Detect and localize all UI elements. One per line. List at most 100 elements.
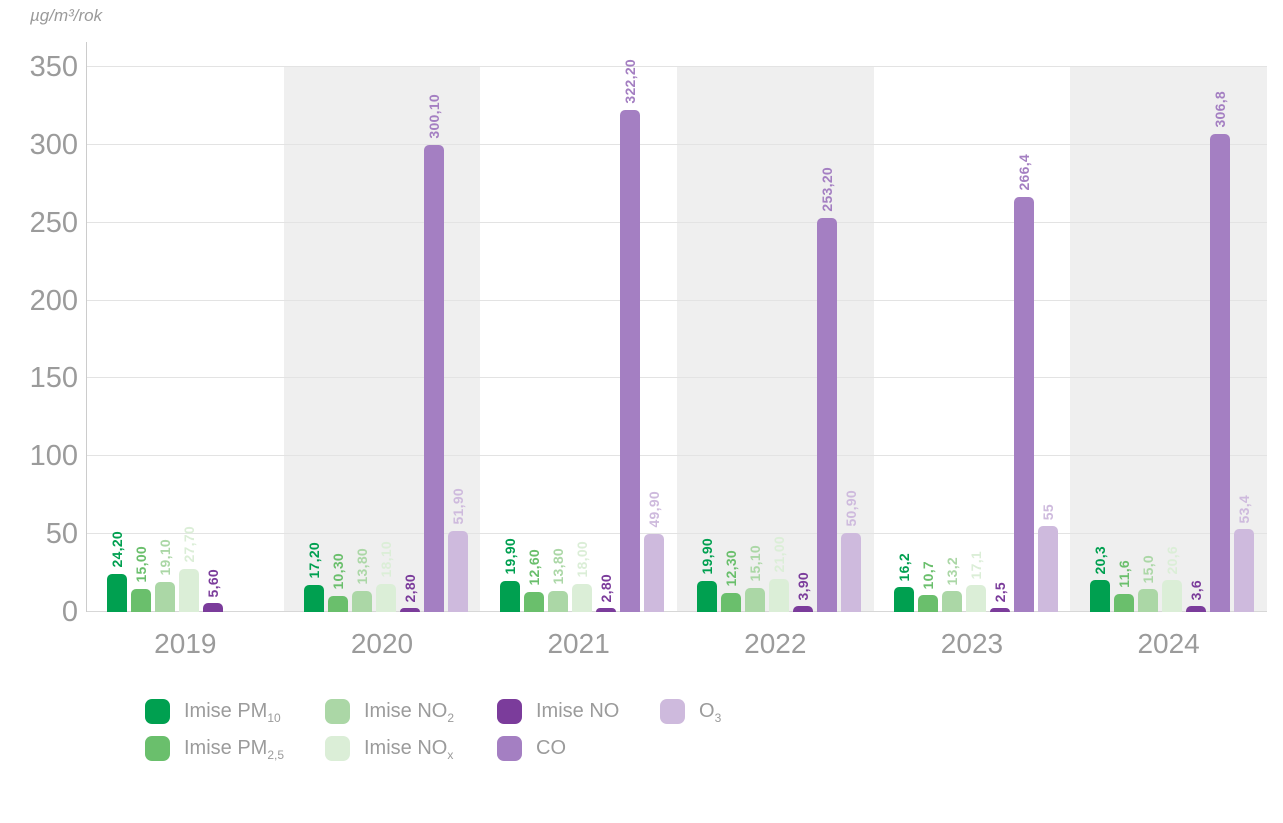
bar-Imise-NO2-2019[interactable] bbox=[155, 582, 175, 612]
legend-item-Imise-PM10[interactable]: Imise PM10 bbox=[145, 696, 325, 726]
bar-Imise-NO2-2020[interactable] bbox=[351, 591, 372, 612]
bar-group-2019: 24,20 15,00 19,10 27,70 5,60 bbox=[87, 67, 284, 612]
bar-slot: 55 bbox=[1037, 503, 1058, 612]
gridline-200 bbox=[87, 299, 1267, 301]
bar-Imise-PM10-2024[interactable] bbox=[1090, 580, 1111, 612]
legend-column: Imise NO CO bbox=[497, 696, 660, 763]
bar-Imise-NO2-2022[interactable] bbox=[744, 588, 765, 612]
background-band-2022 bbox=[677, 67, 874, 612]
x-label-2024: 2024 bbox=[1137, 628, 1200, 659]
bar-CO-2021[interactable] bbox=[620, 110, 641, 612]
bar-O3-2024[interactable] bbox=[1234, 529, 1255, 612]
bar-Imise-PM10-2019[interactable] bbox=[107, 574, 127, 612]
bar-value-label: 306,8 bbox=[1212, 91, 1229, 128]
bar-value-label: 20,6 bbox=[1164, 545, 1181, 574]
bar-value-label: 55 bbox=[1039, 503, 1056, 520]
bar-Imise-NO-2023[interactable] bbox=[989, 608, 1010, 612]
bar-slot: 49,90 bbox=[644, 491, 665, 612]
bar-slot: 19,10 bbox=[155, 539, 175, 612]
bar-Imise-PM2-5-2021[interactable] bbox=[524, 592, 545, 612]
bar-CO-2024[interactable] bbox=[1210, 134, 1231, 612]
bar-value-label: 253,20 bbox=[818, 167, 835, 212]
bar-Imise-PM10-2022[interactable] bbox=[696, 581, 717, 612]
bar-O3-2020[interactable] bbox=[447, 531, 468, 612]
legend-swatch bbox=[497, 698, 522, 724]
bar-Imise-NO-2022[interactable] bbox=[792, 606, 813, 612]
bar-slot: 51,90 bbox=[447, 488, 468, 612]
bar-value-label: 49,90 bbox=[646, 491, 663, 528]
gridline-350 bbox=[87, 66, 1267, 67]
x-axis-category-labels: 2019 2020 2021 2022 2023 2024 bbox=[87, 628, 1267, 660]
gridline-300 bbox=[87, 143, 1267, 145]
bar-CO-2020[interactable] bbox=[423, 145, 444, 612]
bar-value-label: 13,80 bbox=[550, 548, 567, 585]
bar-slot: 20,3 bbox=[1090, 545, 1111, 612]
bar-slot: 3,6 bbox=[1186, 580, 1207, 612]
bar-Imise-PM2-5-2022[interactable] bbox=[720, 593, 741, 612]
bar-Imise-PM2-5-2020[interactable] bbox=[327, 596, 348, 612]
y-tick-50: 50 bbox=[45, 518, 78, 551]
bar-value-label: 17,20 bbox=[305, 542, 322, 579]
bar-slot: 18,00 bbox=[572, 541, 593, 612]
bar-Imise-PM10-2023[interactable] bbox=[893, 587, 914, 612]
bar-value-label: 10,7 bbox=[919, 560, 936, 589]
background-band-2024 bbox=[1070, 67, 1267, 612]
bar-Imise-NOx-2024[interactable] bbox=[1162, 580, 1183, 612]
legend-item-Imise-NO2[interactable]: Imise NO2 bbox=[325, 696, 497, 726]
bar-Imise-NO2-2024[interactable] bbox=[1138, 589, 1159, 612]
x-label-2021: 2021 bbox=[547, 628, 610, 659]
bar-Imise-NOx-2023[interactable] bbox=[965, 585, 986, 612]
bar-Imise-PM10-2020[interactable] bbox=[303, 585, 324, 612]
legend-label: Imise NO2 bbox=[364, 699, 455, 725]
bar-Imise-NO-2020[interactable] bbox=[399, 608, 420, 612]
bar-value-label: 300,10 bbox=[425, 94, 442, 139]
legend-label: CO bbox=[536, 736, 566, 759]
bar-Imise-NO-2019[interactable] bbox=[203, 603, 223, 612]
bar-O3-2023[interactable] bbox=[1037, 526, 1058, 612]
legend-item-CO[interactable]: CO bbox=[497, 733, 660, 763]
bar-value-label: 322,20 bbox=[622, 59, 639, 104]
bar-group-2022: 19,90 12,30 15,10 21,00 3,90 253,20 50,90 bbox=[677, 67, 874, 612]
legend-column: Imise NO2 Imise NOx bbox=[325, 696, 497, 763]
bar-Imise-NOx-2020[interactable] bbox=[375, 584, 396, 612]
bar-Imise-NOx-2022[interactable] bbox=[768, 579, 789, 612]
bar-value-label: 15,10 bbox=[746, 545, 763, 582]
bar-Imise-PM2-5-2024[interactable] bbox=[1114, 594, 1135, 612]
bar-CO-2022[interactable] bbox=[816, 218, 837, 612]
bar-Imise-NO-2024[interactable] bbox=[1186, 606, 1207, 612]
gridline-0 bbox=[87, 611, 1267, 612]
bar-slot: 53,4 bbox=[1234, 495, 1255, 612]
legend-swatch bbox=[145, 735, 170, 761]
bar-value-label: 18,00 bbox=[574, 541, 591, 578]
bar-Imise-NO-2021[interactable] bbox=[596, 608, 617, 612]
bar-Imise-PM2-5-2023[interactable] bbox=[917, 595, 938, 612]
bar-value-label: 20,3 bbox=[1092, 545, 1109, 574]
bar-O3-2022[interactable] bbox=[840, 533, 861, 612]
legend-item-Imise-NO[interactable]: Imise NO bbox=[497, 696, 660, 726]
bar-slot: 21,00 bbox=[768, 536, 789, 612]
bar-slot: 2,5 bbox=[989, 582, 1010, 612]
bar-value-label: 19,10 bbox=[157, 539, 173, 576]
bar-slot: 13,2 bbox=[941, 557, 962, 612]
bar-O3-2021[interactable] bbox=[644, 534, 665, 612]
bar-Imise-PM10-2021[interactable] bbox=[500, 581, 521, 612]
bar-value-label: 21,00 bbox=[770, 536, 787, 573]
legend-label: Imise NOx bbox=[364, 736, 454, 762]
legend-label: Imise NO bbox=[536, 699, 620, 722]
bar-value-label: 16,2 bbox=[895, 552, 912, 581]
bar-slot: 2,80 bbox=[399, 574, 420, 612]
bar-Imise-NOx-2019[interactable] bbox=[179, 569, 199, 612]
legend-item-Imise-NOx[interactable]: Imise NOx bbox=[325, 733, 497, 763]
bar-slot: 50,90 bbox=[840, 490, 861, 612]
bar-slot: 27,70 bbox=[179, 526, 199, 612]
bar-group-2021: 19,90 12,60 13,80 18,00 2,80 322,20 49,90 bbox=[480, 59, 677, 612]
legend-item-Imise-PM2-5[interactable]: Imise PM2,5 bbox=[145, 733, 325, 763]
bar-CO-2023[interactable] bbox=[1013, 197, 1034, 612]
bar-Imise-NOx-2021[interactable] bbox=[572, 584, 593, 612]
bar-Imise-NO2-2021[interactable] bbox=[548, 591, 569, 612]
legend-item-O3[interactable]: O3 bbox=[660, 696, 780, 726]
bar-Imise-NO2-2023[interactable] bbox=[941, 591, 962, 612]
bar-Imise-PM2-5-2019[interactable] bbox=[131, 589, 151, 612]
background-band-2020 bbox=[283, 67, 481, 612]
bar-value-label: 18,10 bbox=[377, 541, 394, 578]
